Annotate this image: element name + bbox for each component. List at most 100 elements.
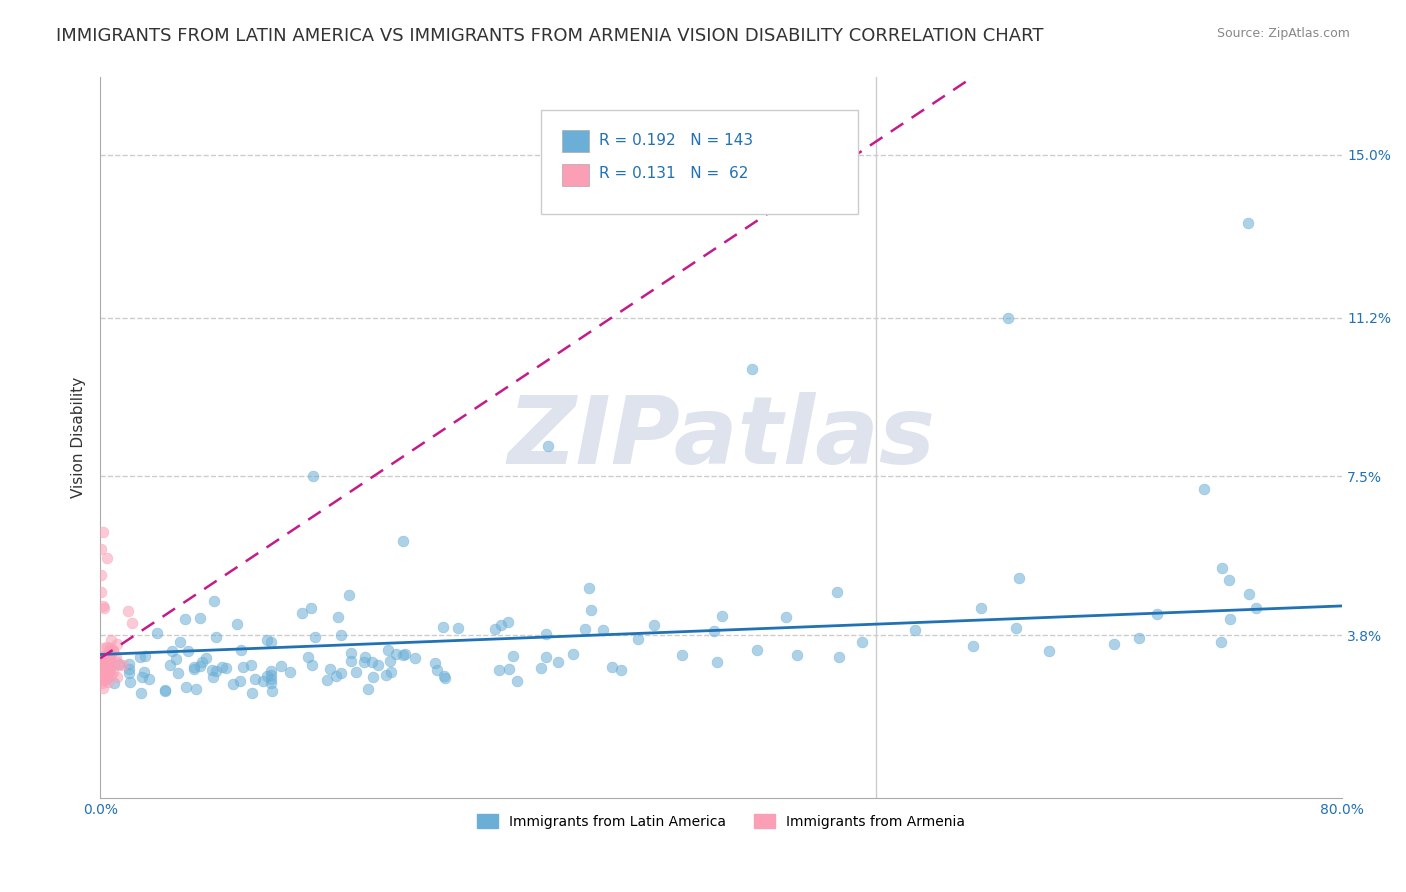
- Point: [1038, 644, 1060, 658]
- Point: [117, 665, 139, 680]
- Point: [91, 661, 114, 675]
- Point: [96, 655, 118, 669]
- Point: [96, 550, 118, 565]
- Point: [90, 585, 112, 599]
- Point: [256, 633, 278, 648]
- Point: [447, 621, 470, 635]
- Point: [530, 661, 553, 675]
- Point: [1211, 560, 1233, 574]
- Text: ZIPatlas: ZIPatlas: [508, 392, 935, 483]
- Point: [138, 672, 160, 686]
- Point: [361, 655, 384, 669]
- Point: [319, 662, 342, 676]
- Point: [329, 628, 352, 642]
- Text: R = 0.192   N = 143: R = 0.192 N = 143: [599, 133, 754, 148]
- Point: [105, 670, 128, 684]
- Point: [904, 623, 927, 637]
- Point: [260, 664, 283, 678]
- Point: [183, 660, 205, 674]
- Point: [98, 663, 121, 677]
- Point: [506, 674, 529, 689]
- Point: [165, 652, 187, 666]
- Point: [177, 644, 200, 658]
- Point: [90, 668, 112, 682]
- Point: [380, 654, 402, 668]
- Point: [302, 469, 325, 483]
- Point: [775, 609, 797, 624]
- Point: [167, 665, 190, 680]
- Point: [385, 647, 408, 661]
- Point: [997, 310, 1019, 325]
- Point: [1192, 483, 1215, 497]
- Point: [98, 641, 121, 656]
- Point: [91, 650, 114, 665]
- Point: [340, 654, 363, 668]
- Point: [98, 660, 121, 674]
- Point: [260, 635, 283, 649]
- Point: [117, 662, 139, 676]
- Point: [90, 542, 112, 557]
- Point: [205, 664, 228, 678]
- Point: [502, 648, 524, 663]
- Legend: Immigrants from Latin America, Immigrants from Armenia: Immigrants from Latin America, Immigrant…: [472, 808, 970, 834]
- Point: [394, 647, 416, 661]
- Point: [484, 622, 506, 636]
- Point: [1246, 600, 1268, 615]
- Point: [391, 533, 413, 548]
- Point: [134, 648, 156, 663]
- Point: [90, 661, 112, 675]
- Point: [205, 630, 228, 644]
- Point: [578, 581, 600, 595]
- Point: [229, 643, 252, 657]
- Point: [299, 601, 322, 615]
- Point: [94, 668, 117, 682]
- Point: [174, 680, 197, 694]
- Point: [232, 660, 254, 674]
- Point: [547, 656, 569, 670]
- Point: [239, 658, 262, 673]
- Point: [90, 568, 112, 582]
- Point: [337, 588, 360, 602]
- Point: [1008, 571, 1031, 585]
- Point: [121, 616, 143, 631]
- Point: [101, 643, 124, 657]
- Point: [96, 666, 118, 681]
- Point: [325, 669, 347, 683]
- Point: [260, 672, 283, 686]
- Point: [91, 599, 114, 613]
- Point: [101, 642, 124, 657]
- Point: [100, 667, 122, 681]
- Point: [1237, 587, 1260, 601]
- Point: [828, 649, 851, 664]
- Text: R = 0.131   N =  62: R = 0.131 N = 62: [599, 166, 749, 181]
- Point: [357, 682, 380, 697]
- Point: [498, 615, 520, 629]
- Point: [98, 651, 121, 665]
- Point: [96, 640, 118, 654]
- Point: [159, 658, 181, 673]
- Point: [91, 676, 114, 690]
- Point: [498, 663, 520, 677]
- Point: [93, 664, 115, 678]
- Point: [91, 641, 114, 656]
- Point: [380, 665, 402, 680]
- Point: [226, 616, 249, 631]
- Point: [592, 624, 614, 638]
- Point: [202, 670, 225, 684]
- Point: [710, 609, 733, 624]
- Point: [1209, 635, 1232, 649]
- Point: [339, 646, 361, 660]
- Point: [221, 677, 243, 691]
- Point: [256, 668, 278, 682]
- Point: [297, 649, 319, 664]
- Point: [278, 665, 301, 679]
- Point: [195, 651, 218, 665]
- Point: [304, 631, 326, 645]
- Point: [96, 672, 118, 686]
- Bar: [562, 164, 589, 186]
- Point: [105, 648, 128, 663]
- Point: [301, 657, 323, 672]
- Point: [107, 658, 129, 673]
- Point: [1004, 621, 1026, 635]
- Text: IMMIGRANTS FROM LATIN AMERICA VS IMMIGRANTS FROM ARMENIA VISION DISABILITY CORRE: IMMIGRANTS FROM LATIN AMERICA VS IMMIGRA…: [56, 27, 1043, 45]
